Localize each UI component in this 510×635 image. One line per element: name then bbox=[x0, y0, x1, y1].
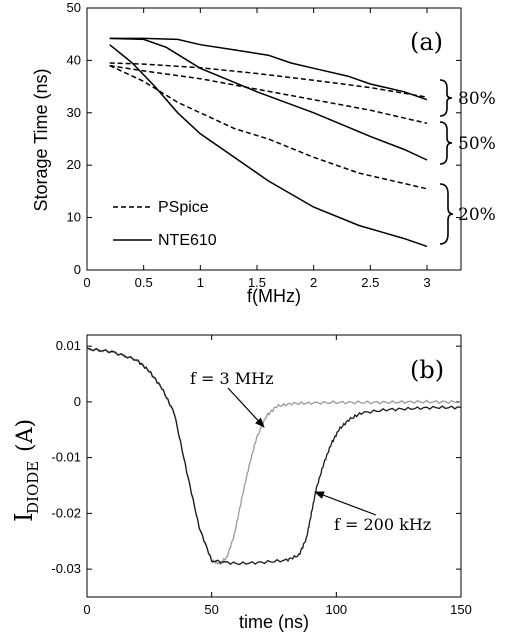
panel-a-label: (a) bbox=[410, 28, 443, 56]
brace-20 bbox=[439, 183, 454, 245]
y-label-main: I bbox=[10, 513, 38, 522]
brace-50 bbox=[439, 121, 453, 165]
group-label-20: 20% bbox=[458, 205, 496, 225]
panel-b-x-tick-label: 0 bbox=[83, 602, 90, 617]
panel-a-series bbox=[109, 37, 428, 248]
panel-a-y-tick-label: 20 bbox=[67, 157, 81, 172]
series-20pct-pspice bbox=[109, 64, 428, 190]
panel-a-y-tick-label: 50 bbox=[67, 0, 81, 15]
panel-a-x-tick-label: 3 bbox=[423, 275, 430, 290]
panel-a-y-tick-label: 0 bbox=[74, 262, 81, 277]
annotation-200khz: f = 200 kHz bbox=[334, 515, 431, 534]
panel-b-y-tick-label: -0.01 bbox=[51, 450, 81, 465]
panel-b-frame bbox=[86, 334, 462, 598]
panel-b-x-tick-label: 150 bbox=[450, 602, 472, 617]
arrow-200khz bbox=[314, 491, 377, 516]
y-label-sub: DIODE bbox=[24, 461, 42, 514]
series-20pct-nte610 bbox=[109, 44, 428, 248]
panel-a-x-tick-label: 0.5 bbox=[135, 275, 153, 290]
panel-a-y-ticks: 0 10 20 30 40 50 bbox=[67, 0, 461, 277]
panel-a-frame bbox=[86, 7, 462, 271]
panel-b-x-tick-label: 50 bbox=[204, 602, 218, 617]
annotation-3mhz: f = 3 MHz bbox=[190, 369, 274, 388]
panel-a-y-tick-label: 10 bbox=[67, 210, 81, 225]
panel-b-x-ticks: 0 50 100 150 bbox=[83, 335, 472, 617]
group-label-50: 50% bbox=[458, 134, 496, 154]
panel-a-y-axis-label: Storage Time (ns) bbox=[31, 68, 51, 211]
series-80pct-pspice bbox=[109, 62, 428, 98]
panel-a-x-tick-label: 1 bbox=[197, 275, 204, 290]
panel-b-x-axis-label: time (ns) bbox=[239, 612, 309, 632]
y-label-unit: (A) bbox=[13, 419, 38, 452]
legend-label-nte610: NTE610 bbox=[158, 232, 217, 249]
panel-a-storage-time-chart: 0 10 20 30 40 50 0 0.5 1 1.5 2 2.5 3 (a) f(MHz) Sto… bbox=[31, 0, 496, 306]
panel-a-legend: PSpice NTE610 bbox=[113, 199, 217, 249]
panel-b-y-ticks: 0.01 0 -0.01 -0.02 -0.03 bbox=[51, 338, 461, 576]
panel-b-y-tick-label: -0.03 bbox=[51, 561, 81, 576]
panel-a-x-tick-label: 2 bbox=[310, 275, 317, 290]
brace-80 bbox=[439, 79, 453, 117]
panel-a-x-axis-label: f(MHz) bbox=[247, 286, 301, 306]
panel-b-label: (b) bbox=[410, 356, 444, 384]
series-80pct-nte610 bbox=[109, 37, 428, 101]
panel-a-x-tick-label: 0 bbox=[83, 275, 90, 290]
panel-a-group-labels: 80% 50% 20% bbox=[439, 79, 496, 245]
panel-b-diode-current-chart: 0.01 0 -0.01 -0.02 -0.03 0 50 100 150 (b) time … bbox=[10, 334, 472, 632]
panel-a-y-tick-label: 30 bbox=[67, 105, 81, 120]
series-f-200-khz bbox=[86, 347, 462, 566]
panel-a-y-tick-label: 40 bbox=[67, 52, 81, 67]
series-50pct-nte610 bbox=[109, 37, 428, 161]
arrow-3mhz bbox=[227, 387, 265, 428]
panel-b-series bbox=[86, 347, 462, 566]
panel-b-y-tick-label: -0.02 bbox=[51, 505, 81, 520]
series-50pct-pspice bbox=[109, 64, 428, 125]
panel-b-y-tick-label: 0 bbox=[74, 394, 81, 409]
panel-b-y-axis-label: I DIODE (A) bbox=[10, 419, 42, 522]
panel-b-x-tick-label: 100 bbox=[325, 602, 347, 617]
legend-label-pspice: PSpice bbox=[158, 199, 209, 216]
group-label-80: 80% bbox=[458, 89, 496, 109]
panel-b-y-tick-label: 0.01 bbox=[56, 338, 81, 353]
panel-a-x-ticks: 0 0.5 1 1.5 2 2.5 3 bbox=[83, 8, 431, 290]
panel-a-x-tick-label: 2.5 bbox=[361, 275, 379, 290]
panel-a-x-tick-label: 1.5 bbox=[248, 275, 266, 290]
